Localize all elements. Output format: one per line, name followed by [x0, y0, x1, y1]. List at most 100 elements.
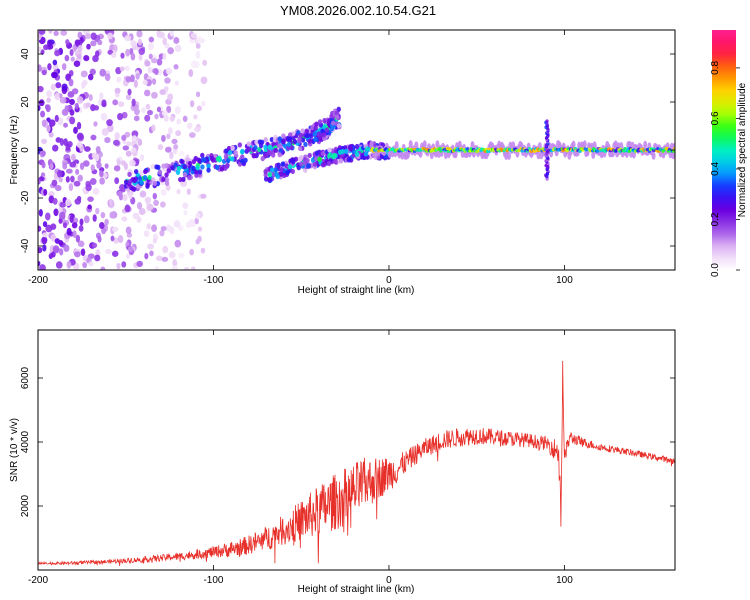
- spectrogram-cell: [70, 175, 75, 183]
- spectrogram-cell: [167, 93, 174, 101]
- spectrogram-cell: [127, 179, 133, 185]
- spectrogram-cell: [114, 87, 121, 94]
- spectrogram-cell: [287, 164, 293, 170]
- spectrogram-cell: [136, 30, 143, 38]
- spectrogram-cell: [344, 153, 349, 159]
- spectrogram-cell: [671, 149, 675, 153]
- spectrogram-cell: [279, 167, 284, 173]
- spectrogram-cell: [201, 100, 206, 107]
- spectrogram-cell: [190, 33, 198, 39]
- spectrogram-cell: [200, 76, 208, 85]
- spectrogram-cell: [53, 208, 59, 217]
- spectrogram-cell: [260, 155, 265, 162]
- spectrogram-cell: [287, 136, 293, 142]
- spectrogram-cell: [126, 141, 132, 147]
- spectrogram-cell: [38, 64, 42, 72]
- spectrogram-cell: [76, 132, 84, 140]
- spectrogram-cell: [334, 110, 339, 116]
- spectrogram-cell: [318, 136, 323, 142]
- spectrogram-cell: [136, 260, 144, 268]
- spectrogram-cell: [160, 189, 167, 196]
- spectrogram-cell: [310, 124, 315, 131]
- spectrogram-cell: [104, 73, 111, 81]
- spectrogram-cell: [132, 178, 137, 184]
- snr-xlabel: Height of straight line (km): [298, 584, 415, 595]
- spectrogram-cell: [41, 119, 47, 128]
- spectrogram-cell: [181, 176, 186, 182]
- spectrogram-cell: [121, 261, 127, 268]
- spectrogram-cell: [52, 144, 59, 152]
- spectrogram-cell: [246, 146, 252, 152]
- spectrogram-cell: [48, 119, 56, 127]
- spectrogram-cell: [270, 152, 276, 158]
- spectrogram-cell: [42, 232, 49, 238]
- colorbar-tick-label: 0.0: [710, 263, 721, 277]
- spectrogram-cell: [200, 152, 205, 158]
- spectrogram-cell: [154, 266, 160, 270]
- spectrogram-cell: [151, 224, 158, 233]
- spectrogram-cell: [41, 161, 46, 169]
- spectrogram-cell: [164, 146, 172, 153]
- spectrogram-cell: [63, 122, 68, 128]
- spectrogram-cell: [290, 158, 295, 164]
- spectrogram-cell: [225, 162, 230, 168]
- spectrogram-cell: [164, 77, 171, 84]
- snr-y-axis: 2000 4000 6000: [20, 366, 675, 517]
- spectrogram-cell: [147, 66, 153, 74]
- spectrogram-cell: [209, 155, 215, 161]
- spectrogram-cell: [596, 149, 600, 153]
- spectrogram-cell: [320, 162, 326, 168]
- spectrogram-cell: [186, 188, 191, 195]
- spectrogram-cell: [164, 180, 170, 187]
- spectrogram-cell: [194, 172, 199, 178]
- spectrogram-cell: [41, 138, 48, 144]
- spectrogram-cell: [85, 183, 92, 192]
- spectrogram-cell: [99, 92, 104, 100]
- spectrogram-cell: [591, 150, 596, 159]
- spectrogram-cell: [148, 53, 153, 60]
- spectrogram-cell: [400, 151, 405, 160]
- colorbar-ticks: 0.0 0.2 0.4 0.6 0.8: [710, 61, 740, 277]
- spectrogram-cell: [275, 173, 280, 180]
- spectrogram-cell: [206, 163, 211, 169]
- snr-panel: -200 -100 0 100 2000 4000 6000 Height of stra…: [9, 329, 676, 595]
- spectrogram-cell: [163, 114, 169, 122]
- spectrogram-cell: [168, 251, 176, 259]
- spectrogram-cell: [169, 30, 175, 37]
- spectrogram-cell: [313, 136, 318, 142]
- spectrogram-cell: [669, 142, 674, 151]
- spectrogram-cell: [121, 216, 128, 222]
- spectrogram-cell: [64, 54, 70, 62]
- spectrogram-cell: [87, 204, 92, 210]
- spectrogram-cell: [148, 36, 155, 43]
- spectrogram-cell: [545, 119, 549, 123]
- spectrogram-cell: [125, 226, 132, 235]
- spectrogram-cell: [195, 51, 201, 59]
- spectrogram-cell: [346, 157, 352, 163]
- spectrogram-cell: [189, 248, 194, 256]
- spectrogram-cell: [320, 150, 326, 156]
- spectrogram-cell: [193, 114, 198, 120]
- spectrogram-cell: [69, 161, 77, 168]
- spectrogram-cell: [40, 150, 46, 157]
- spectrogram-cell: [61, 83, 68, 91]
- spectrogram-cell: [84, 146, 91, 152]
- spectrogram-cell: [138, 47, 145, 56]
- spectrogram-cell: [74, 198, 82, 205]
- spectrogram-cell: [170, 165, 175, 171]
- spectrogram-cell: [50, 223, 57, 230]
- spectrogram-cell: [97, 98, 103, 106]
- spectrogram-cell: [79, 162, 85, 170]
- spectrogram-cell: [161, 256, 169, 262]
- spectrogram-cell: [145, 103, 151, 110]
- spectrogram-cell: [354, 143, 360, 150]
- spectrogram-cell: [74, 251, 81, 258]
- spectrogram-cell: [317, 156, 322, 162]
- spectrogram-cell: [299, 154, 304, 161]
- spectrogram-cell: [74, 102, 79, 110]
- spectrogram-cell: [100, 266, 106, 270]
- spectrogram-cell: [246, 141, 251, 147]
- spectrogram-cell: [263, 144, 268, 150]
